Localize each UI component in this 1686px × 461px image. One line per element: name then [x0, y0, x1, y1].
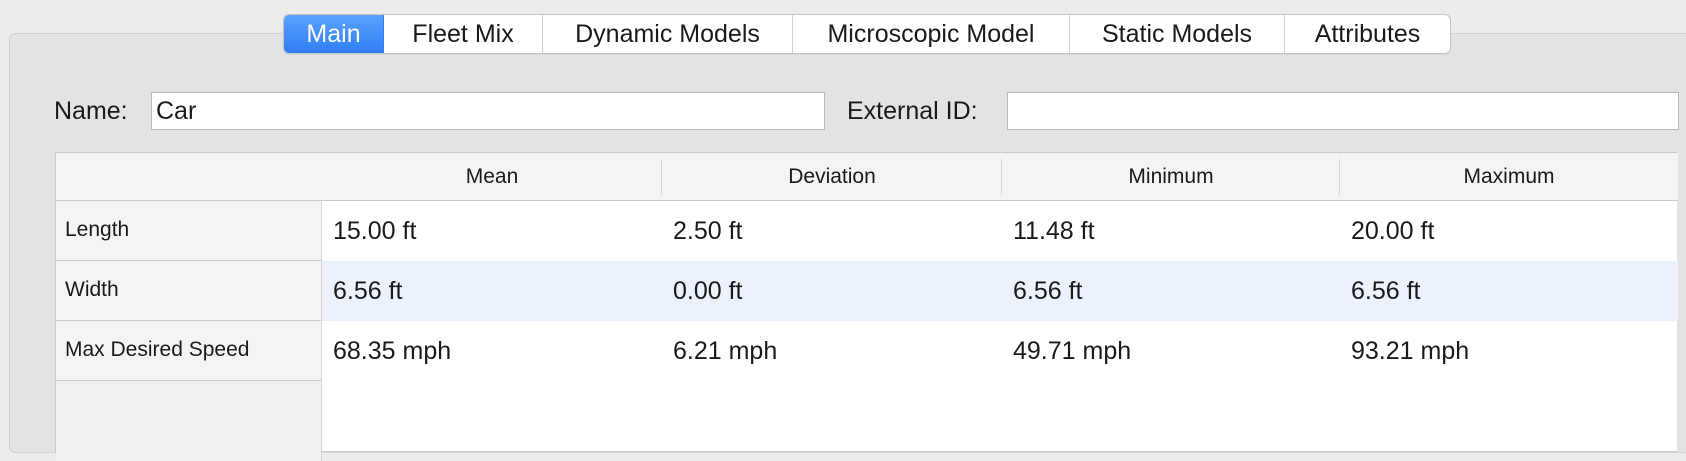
tab-dynamic-models[interactable]: Dynamic Models	[543, 15, 793, 53]
column-header-mean[interactable]: Mean	[322, 153, 662, 201]
cell-length-maximum[interactable]: 20.00 ft	[1351, 217, 1435, 245]
tab-bar: Main Fleet Mix Dynamic Models Microscopi…	[283, 14, 1451, 54]
row-header-empty-area	[56, 381, 322, 461]
tab-attributes[interactable]: Attributes	[1314, 20, 1421, 48]
vehicle-dimensions-table: Mean Deviation Minimum Maximum Length 15…	[55, 152, 1678, 461]
column-header-label: Minimum	[1128, 165, 1214, 188]
cell-width-mean[interactable]: 6.56 ft	[333, 277, 403, 305]
column-header-label: Mean	[465, 165, 519, 188]
column-header-label: Maximum	[1463, 165, 1555, 188]
table-corner	[56, 153, 322, 201]
column-header-label: Deviation	[788, 165, 876, 188]
tab-static-models[interactable]: Static Models	[1070, 15, 1285, 53]
row-header-width[interactable]: Width	[56, 261, 322, 321]
table-row[interactable]	[322, 261, 1678, 321]
tab-microscopic-model[interactable]: Microscopic Model	[793, 15, 1070, 53]
cell-width-deviation[interactable]: 0.00 ft	[673, 277, 743, 305]
cell-length-mean[interactable]: 15.00 ft	[333, 217, 417, 245]
cell-speed-maximum[interactable]: 93.21 mph	[1351, 337, 1470, 365]
cell-speed-deviation[interactable]: 6.21 mph	[673, 337, 778, 365]
cell-speed-minimum[interactable]: 49.71 mph	[1013, 337, 1132, 365]
name-label: Name:	[54, 97, 128, 125]
cell-length-deviation[interactable]: 2.50 ft	[673, 217, 743, 245]
cell-width-minimum[interactable]: 6.56 ft	[1013, 277, 1083, 305]
row-header-length[interactable]: Length	[56, 201, 322, 261]
external-id-label: External ID:	[847, 97, 978, 125]
external-id-field[interactable]	[1007, 92, 1679, 130]
column-header-minimum[interactable]: Minimum	[1002, 153, 1340, 201]
cell-length-minimum[interactable]: 11.48 ft	[1013, 217, 1095, 245]
row-header-max-desired-speed[interactable]: Max Desired Speed	[56, 321, 322, 381]
cell-width-maximum[interactable]: 6.56 ft	[1351, 277, 1421, 305]
cell-speed-mean[interactable]: 68.35 mph	[333, 337, 452, 365]
column-header-deviation[interactable]: Deviation	[662, 153, 1002, 201]
column-header-maximum[interactable]: Maximum	[1340, 153, 1678, 201]
tab-fleet-mix[interactable]: Fleet Mix	[384, 15, 543, 53]
name-field[interactable]	[151, 92, 825, 130]
tab-main[interactable]: Main	[284, 15, 384, 53]
